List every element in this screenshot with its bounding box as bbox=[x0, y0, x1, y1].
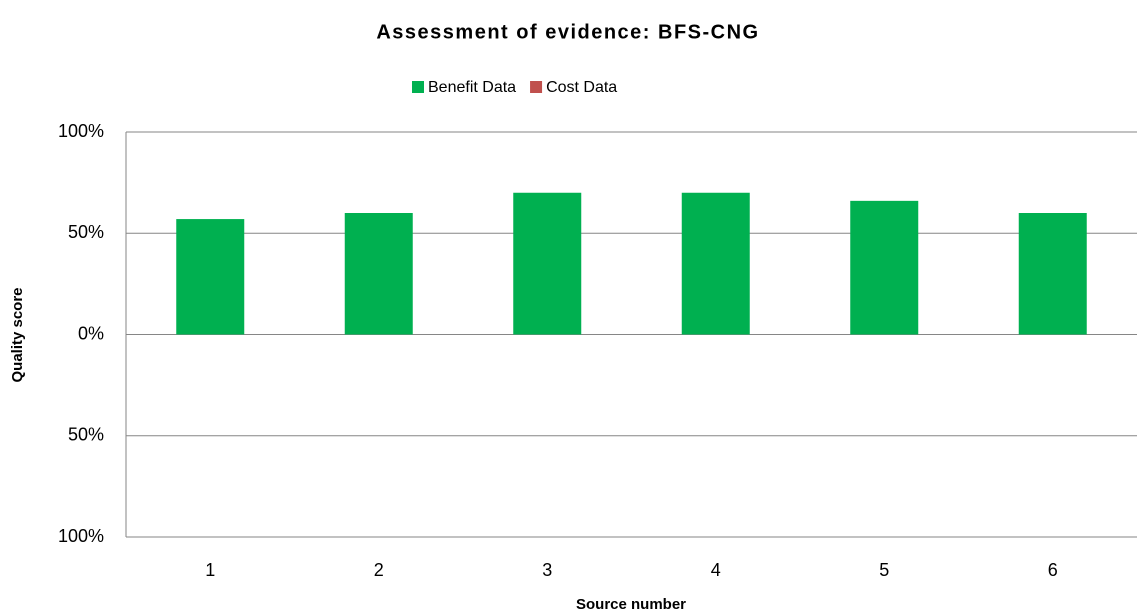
legend-swatch bbox=[530, 81, 543, 93]
x-tick-label: 4 bbox=[711, 560, 721, 580]
x-tick-label: 5 bbox=[879, 560, 889, 580]
bar bbox=[1018, 213, 1087, 335]
x-tick-label: 3 bbox=[542, 560, 552, 580]
y-tick-label: 50% bbox=[68, 222, 104, 242]
bar bbox=[176, 219, 245, 335]
x-axis-title: Source number bbox=[576, 596, 686, 613]
legend-label: Cost Data bbox=[546, 79, 617, 96]
y-tick-label: 100% bbox=[58, 526, 104, 546]
x-tick-label: 1 bbox=[205, 560, 215, 580]
bar bbox=[513, 192, 582, 335]
bar bbox=[344, 213, 413, 335]
legend-swatch bbox=[412, 81, 424, 93]
x-tick-label: 2 bbox=[374, 560, 384, 580]
y-tick-label: 100% bbox=[58, 121, 104, 141]
x-tick-label: 6 bbox=[1048, 560, 1058, 580]
chart-title: Assessment of evidence: BFS-CNG bbox=[376, 21, 759, 43]
bar bbox=[850, 200, 919, 335]
bar bbox=[681, 192, 750, 335]
y-tick-label: 50% bbox=[68, 425, 104, 445]
y-tick-label: 0% bbox=[78, 323, 104, 343]
legend-label: Benefit Data bbox=[428, 79, 516, 96]
y-axis-title: Quality score bbox=[9, 287, 26, 382]
